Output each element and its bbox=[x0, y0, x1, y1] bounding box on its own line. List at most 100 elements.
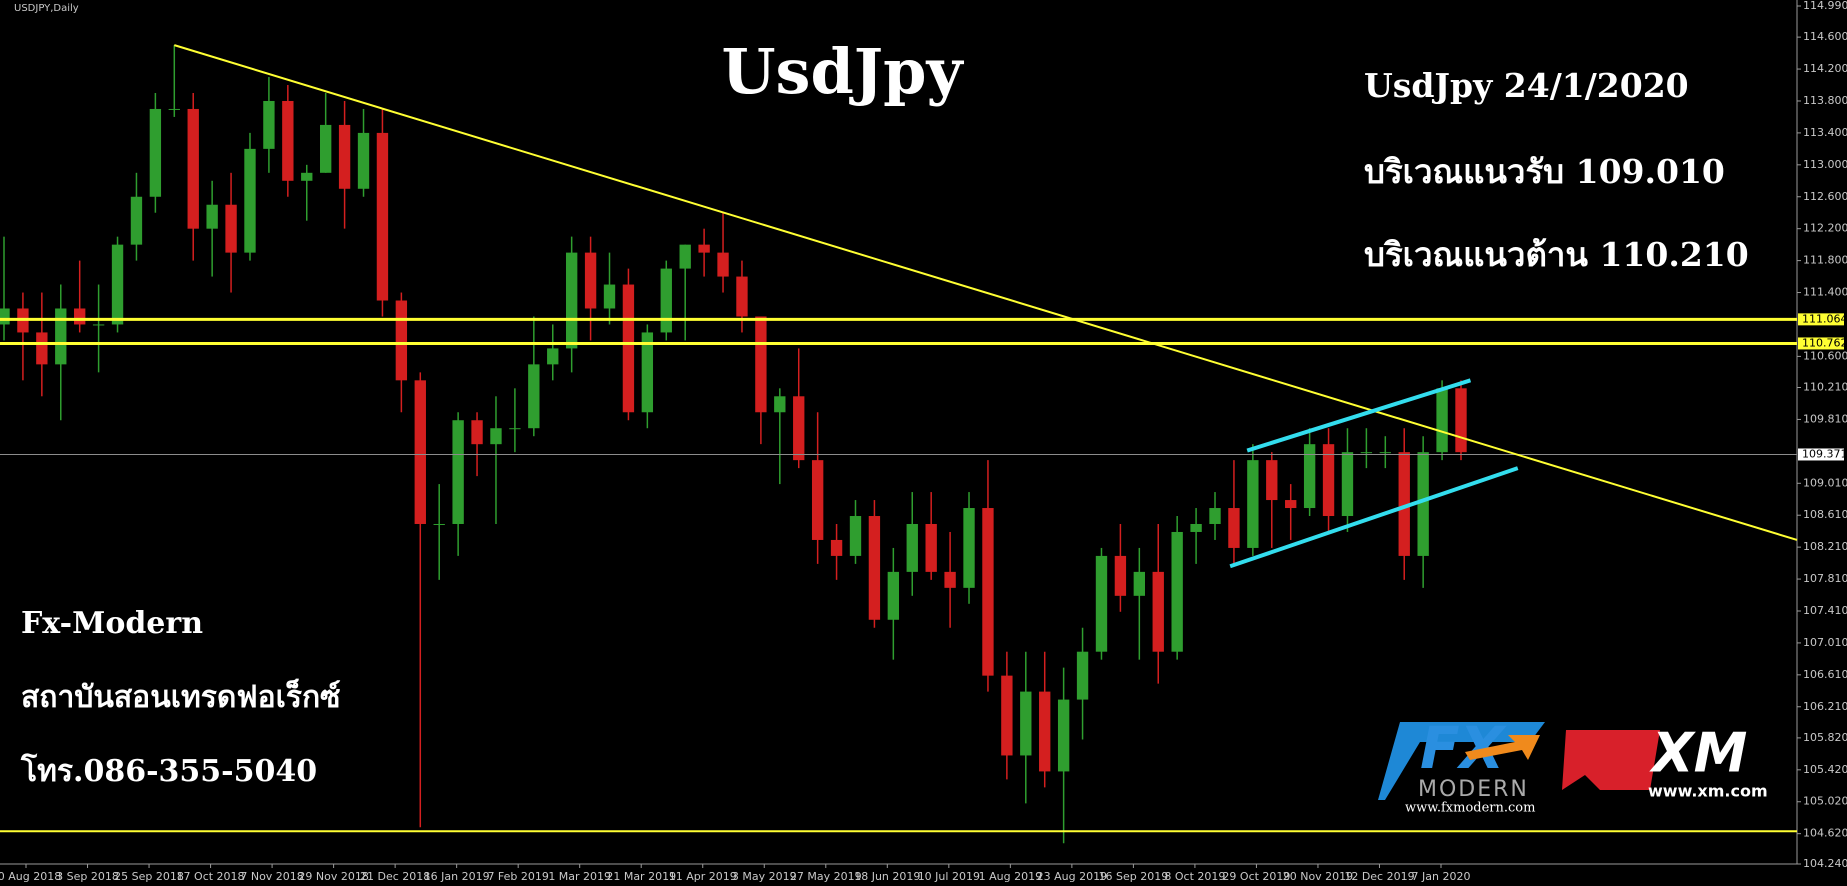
x-tick-label: 7 Feb 2019 bbox=[487, 870, 548, 883]
annotation: บริเวณแนวรับ 109.010 bbox=[1364, 152, 1725, 191]
candle-body bbox=[679, 244, 691, 269]
candle-body bbox=[206, 204, 218, 229]
x-tick-label: 29 Nov 2018 bbox=[298, 870, 368, 883]
candle-body bbox=[130, 196, 143, 245]
candle-body bbox=[1322, 444, 1335, 517]
candle-body bbox=[74, 308, 86, 325]
level-label: 111.064 bbox=[1802, 312, 1847, 325]
candle-body bbox=[528, 364, 540, 429]
candle-body bbox=[1057, 699, 1070, 772]
fx-url: www.fxmodern.com bbox=[1405, 801, 1535, 816]
x-tick-label: 21 Dec 2018 bbox=[360, 870, 430, 883]
candle-body bbox=[338, 124, 351, 189]
candle-body bbox=[1455, 388, 1467, 453]
candle-body bbox=[1001, 675, 1013, 756]
candle-body bbox=[698, 244, 710, 253]
candle-body bbox=[1303, 444, 1316, 509]
candle-body bbox=[565, 252, 578, 349]
candle-body bbox=[395, 300, 408, 381]
candle-body bbox=[774, 396, 786, 413]
y-tick-label: 114.600 bbox=[1803, 30, 1847, 43]
candle-body bbox=[641, 332, 654, 413]
candle-body bbox=[0, 308, 10, 325]
contact-line: โทร.086-355-5040 bbox=[20, 752, 317, 789]
candle-body bbox=[1039, 691, 1051, 772]
symbol-label: USDJPY,Daily bbox=[14, 3, 79, 14]
y-tick-label: 113.000 bbox=[1803, 158, 1847, 171]
xm-logo-shape bbox=[1562, 730, 1660, 790]
candle-body bbox=[1360, 452, 1373, 454]
channel-upper bbox=[1246, 378, 1472, 453]
x-tick-label: 10 Jul 2019 bbox=[918, 870, 980, 883]
x-tick-label: 27 May 2019 bbox=[790, 870, 862, 883]
candle-body bbox=[1095, 555, 1108, 652]
y-tick-label: 112.200 bbox=[1803, 222, 1847, 235]
y-tick-label: 107.810 bbox=[1803, 572, 1847, 585]
candle-body bbox=[811, 460, 824, 540]
candle-body bbox=[793, 396, 805, 461]
candle-body bbox=[584, 252, 597, 309]
candle-body bbox=[490, 428, 502, 445]
x-tick-label: 11 Apr 2019 bbox=[669, 870, 737, 883]
level-box bbox=[1798, 313, 1844, 326]
candle-body bbox=[1266, 460, 1278, 501]
contact-line: สถาบันสอนเทรดฟอเร็กซ์ bbox=[21, 678, 340, 715]
candle-body bbox=[868, 516, 881, 620]
annotation: UsdJpy 24/1/2020 bbox=[1364, 66, 1689, 105]
candle-body bbox=[187, 108, 199, 229]
candle-body bbox=[925, 523, 937, 572]
y-tick-label: 111.400 bbox=[1803, 286, 1847, 299]
channel-lower bbox=[1229, 466, 1519, 569]
candle-body bbox=[149, 108, 162, 197]
y-tick-label: 105.420 bbox=[1803, 763, 1847, 776]
candle-body bbox=[1076, 651, 1089, 700]
x-tick-label: 7 Nov 2018 bbox=[240, 870, 303, 883]
candle-body bbox=[603, 284, 616, 309]
y-tick-label: 108.210 bbox=[1803, 540, 1847, 553]
candle-body bbox=[1209, 508, 1221, 524]
candle-body bbox=[622, 284, 635, 413]
candle-body bbox=[92, 324, 105, 326]
x-tick-label: 29 Oct 2019 bbox=[1222, 870, 1290, 883]
candle-body bbox=[1417, 452, 1429, 556]
candle-body bbox=[1190, 523, 1202, 532]
candle-body bbox=[319, 124, 332, 173]
y-tick-label: 109.010 bbox=[1803, 476, 1847, 489]
contact-line: Fx-Modern bbox=[21, 606, 203, 641]
y-tick-label: 108.610 bbox=[1803, 508, 1847, 521]
candle-body bbox=[1285, 500, 1297, 509]
level-box bbox=[1798, 337, 1844, 350]
y-tick-label: 107.410 bbox=[1803, 604, 1847, 617]
level-label: 109.371 bbox=[1802, 447, 1847, 460]
y-tick-label: 113.800 bbox=[1803, 94, 1847, 107]
candle-body bbox=[830, 539, 843, 556]
fx-logo-shape bbox=[1378, 722, 1545, 800]
level-label: 110.762 bbox=[1802, 336, 1847, 349]
candle-body bbox=[301, 172, 313, 181]
candle-body bbox=[36, 332, 48, 365]
candle-body bbox=[1114, 555, 1127, 596]
y-tick-label: 111.800 bbox=[1803, 254, 1847, 267]
x-tick-label: 3 Sep 2018 bbox=[56, 870, 119, 883]
candle-body bbox=[376, 132, 389, 301]
y-tick-label: 106.210 bbox=[1803, 700, 1847, 713]
candle-body bbox=[547, 348, 559, 365]
y-tick-label: 107.010 bbox=[1803, 636, 1847, 649]
candle-body bbox=[471, 420, 483, 445]
y-tick-label: 105.020 bbox=[1803, 795, 1847, 808]
candle-body bbox=[717, 252, 729, 277]
x-tick-label: 1 Aug 2019 bbox=[979, 870, 1042, 883]
x-tick-label: 12 Dec 2019 bbox=[1344, 870, 1414, 883]
y-tick-label: 113.400 bbox=[1803, 126, 1847, 139]
candle-body bbox=[225, 204, 237, 253]
candle-body bbox=[1341, 452, 1354, 517]
candle-body bbox=[1247, 460, 1259, 548]
candle-body bbox=[55, 308, 67, 365]
x-tick-label: 8 Oct 2019 bbox=[1164, 870, 1225, 883]
candle-body bbox=[452, 420, 464, 524]
candle-body bbox=[887, 571, 900, 620]
candle-body bbox=[282, 100, 294, 181]
candle-body bbox=[1020, 691, 1032, 756]
y-tick-label: 110.210 bbox=[1803, 381, 1847, 394]
